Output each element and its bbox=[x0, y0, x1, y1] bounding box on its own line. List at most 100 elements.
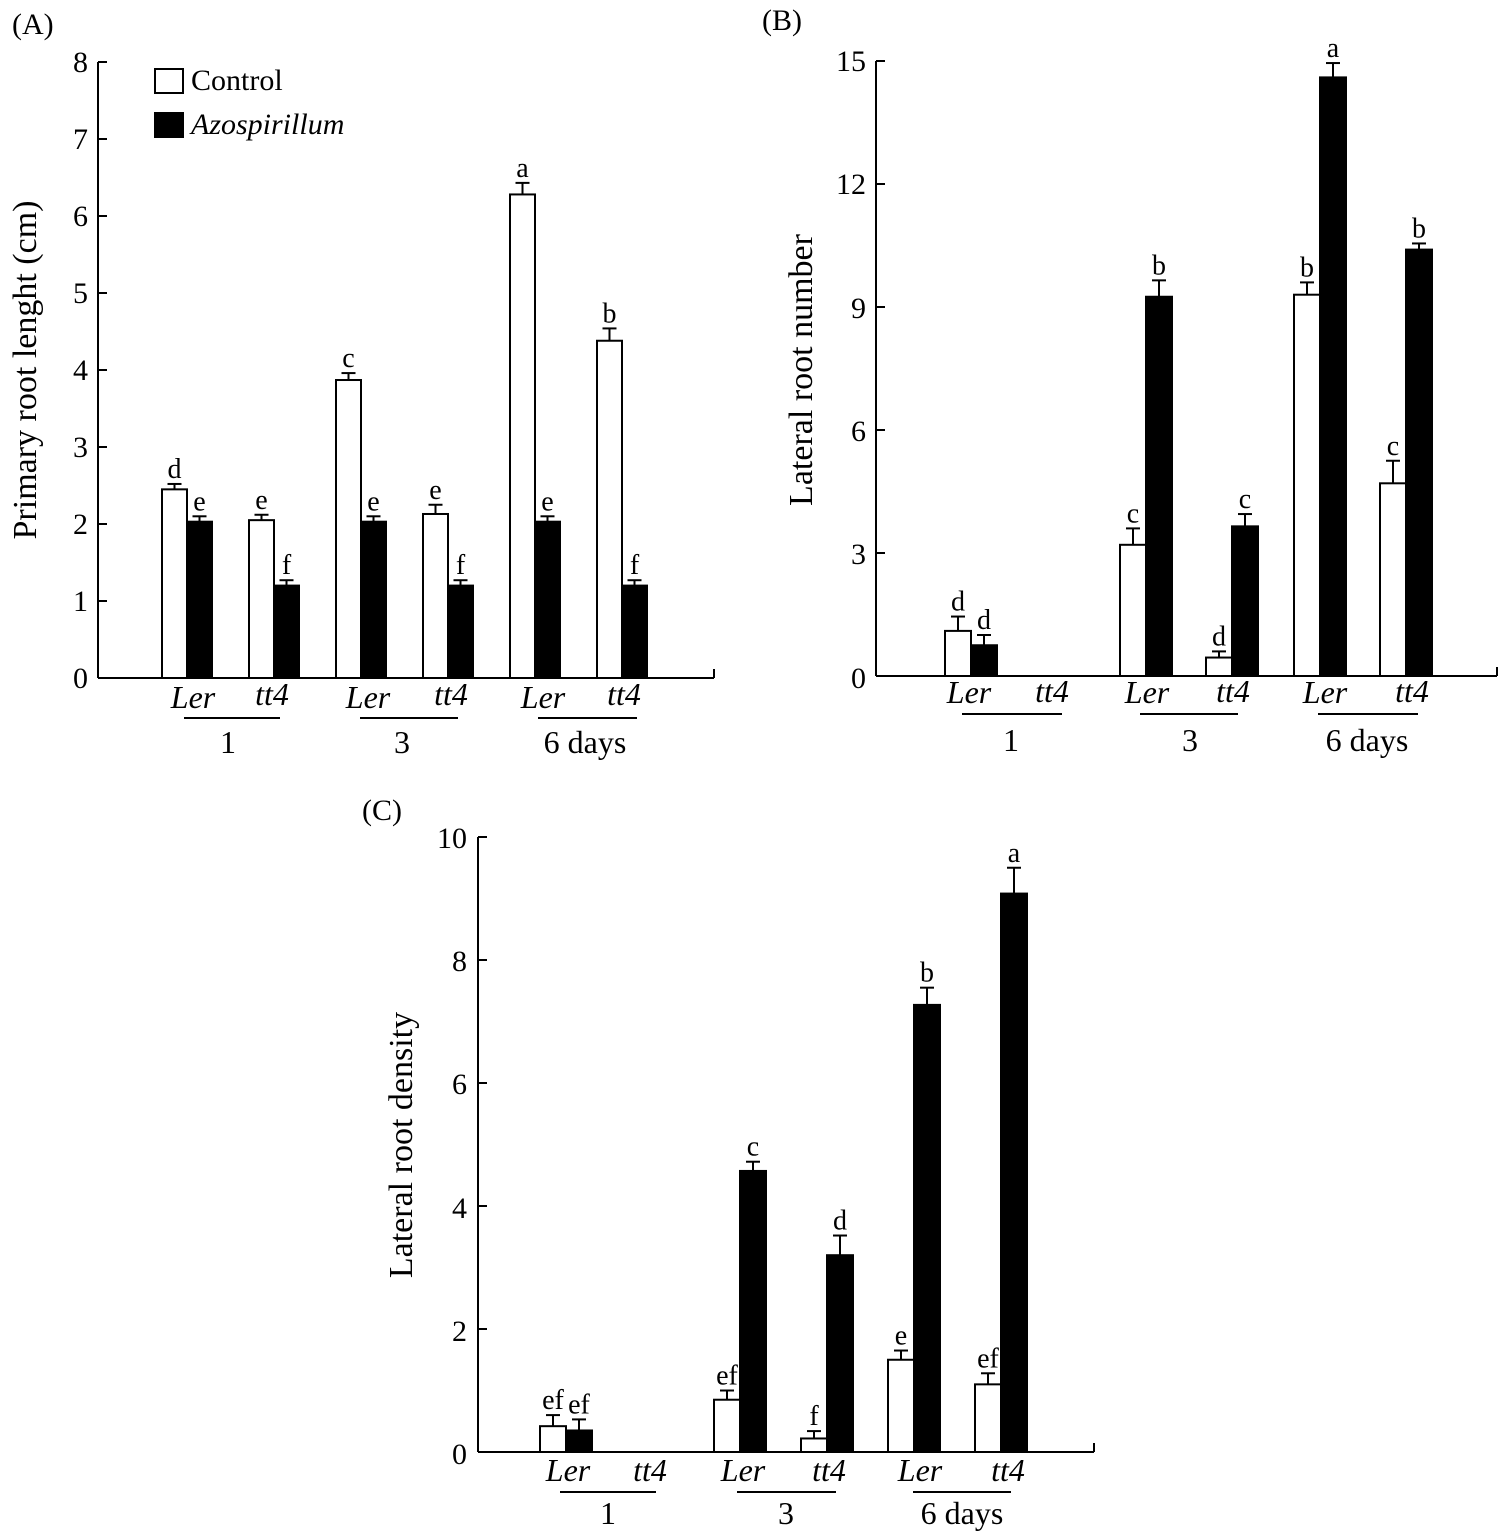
panel-b-y-tick-label: 6 bbox=[851, 415, 866, 448]
panel-c-genotype-label: Ler bbox=[545, 1452, 591, 1488]
panel-a: (A) Primary root lenght (cm) 0 1 2 3 4 5… bbox=[7, 8, 641, 760]
panel-b-significance-letter: d bbox=[977, 605, 991, 636]
panel-b-significance-letter: c bbox=[1239, 484, 1251, 515]
legend-control-swatch bbox=[154, 68, 184, 94]
panel-b-bar-azo bbox=[1145, 295, 1173, 677]
panel-b-bar-control bbox=[944, 629, 972, 678]
panel-b-genotype-label: tt4 bbox=[1216, 673, 1250, 709]
panel-c-significance-letter: d bbox=[833, 1206, 847, 1237]
legend-azo-label: Azospirillum bbox=[189, 108, 344, 141]
panel-b-bar-control bbox=[1379, 482, 1407, 677]
panel-a-y-tick-label: 2 bbox=[73, 508, 88, 541]
panel-a-significance-letter: e bbox=[255, 485, 267, 516]
panel-b-significance-letter: c bbox=[1127, 498, 1139, 529]
panel-b-x-labels: Ler tt4 Ler tt4 Ler tt4 1 3 6 days bbox=[946, 673, 1429, 758]
panel-a-significance-letter: e bbox=[429, 475, 441, 506]
panel-a-bar-control bbox=[248, 519, 275, 680]
panel-a-significance-letter: e bbox=[367, 486, 379, 517]
panel-a-significance-letter: f bbox=[456, 550, 466, 581]
panel-a-bar-azo bbox=[534, 520, 561, 679]
panel-a-day-label: 1 bbox=[220, 724, 236, 760]
panel-c-bar-control bbox=[887, 1358, 915, 1453]
panel-c-y-ticks: 0 2 4 6 8 10 bbox=[437, 822, 467, 1471]
panel-a-y-tick-label: 1 bbox=[73, 585, 88, 618]
panel-a-bar-azo bbox=[621, 584, 648, 679]
legend: Control Azospirillum bbox=[154, 64, 344, 141]
panel-a-significance-letter: d bbox=[168, 454, 182, 485]
panel-a-x-labels: Ler tt4 Ler tt4 Ler tt4 1 3 6 days bbox=[170, 676, 641, 760]
panel-a-bar-control bbox=[596, 339, 623, 679]
panel-b-bar-control bbox=[1205, 656, 1233, 677]
panel-a-bar-control bbox=[335, 379, 362, 679]
panel-c-x-labels: Ler tt4 Ler tt4 Ler tt4 1 3 6 days bbox=[545, 1452, 1025, 1531]
panel-b-label: (B) bbox=[762, 4, 802, 37]
panel-a-y-ticks: 0 1 2 3 4 5 6 7 8 bbox=[73, 46, 88, 695]
panel-c-bar-azo bbox=[913, 1003, 941, 1454]
panel-c-genotype-label: tt4 bbox=[991, 1452, 1025, 1488]
panel-a-bar-control bbox=[161, 488, 188, 679]
panel-b-genotype-label: tt4 bbox=[1395, 673, 1429, 709]
panel-c-genotype-label: tt4 bbox=[812, 1452, 846, 1488]
panel-c: (C) Lateral root density 0 2 4 6 8 10 Le… bbox=[362, 794, 1025, 1531]
panel-c-bar-azo bbox=[826, 1254, 854, 1453]
panel-c-significance-letter: a bbox=[1008, 838, 1021, 869]
panel-a-genotype-label: Ler bbox=[170, 679, 216, 715]
panel-c-y-tick-label: 2 bbox=[452, 1315, 467, 1348]
panel-b-bar-azo bbox=[970, 644, 998, 677]
panel-c-bar-azo bbox=[1000, 892, 1028, 1453]
panel-a-genotype-label: tt4 bbox=[255, 676, 289, 712]
panel-a-significance-letter: e bbox=[193, 486, 205, 517]
panel-c-significance-letter: c bbox=[747, 1132, 759, 1163]
panel-c-y-tick-label: 6 bbox=[452, 1068, 467, 1101]
panel-c-y-tick-label: 0 bbox=[452, 1438, 467, 1471]
panel-c-significance-letter: b bbox=[920, 958, 934, 989]
panel-b-genotype-label: Ler bbox=[1124, 674, 1170, 710]
panel-b-significance-letter: a bbox=[1327, 33, 1340, 64]
panel-a-day-label: 3 bbox=[394, 724, 410, 760]
panel-b-bar-control bbox=[1119, 543, 1147, 677]
panel-b-y-tick-label: 3 bbox=[851, 538, 866, 571]
panel-a-bar-azo bbox=[273, 584, 300, 679]
panel-c-label: (C) bbox=[362, 794, 402, 827]
panel-c-genotype-label: Ler bbox=[897, 1452, 943, 1488]
panel-c-significance-letter: f bbox=[809, 1401, 819, 1432]
panel-a-genotype-label: Ler bbox=[345, 679, 391, 715]
panel-c-day-label: 1 bbox=[600, 1495, 616, 1531]
panel-a-significance-letter: c bbox=[342, 343, 354, 374]
panel-c-significance-letter: ef bbox=[542, 1385, 564, 1416]
panel-b-day-label: 1 bbox=[1003, 722, 1019, 758]
panel-c-bar-azo bbox=[565, 1429, 593, 1453]
panel-b-significance-letter: c bbox=[1387, 431, 1399, 462]
panel-c-bar-control bbox=[974, 1383, 1002, 1453]
panel-c-y-tick-label: 8 bbox=[452, 945, 467, 978]
panel-a-bar-azo bbox=[186, 520, 213, 679]
panel-c-genotype-label: Ler bbox=[720, 1452, 766, 1488]
panel-c-bar-control bbox=[800, 1437, 828, 1453]
panel-a-significance-letter: a bbox=[516, 153, 529, 184]
panel-a-y-label: Primary root lenght (cm) bbox=[7, 201, 44, 540]
panel-c-significance-letter: ef bbox=[977, 1343, 999, 1374]
panel-a-y-tick-label: 0 bbox=[73, 662, 88, 695]
panel-c-genotype-label: tt4 bbox=[633, 1452, 667, 1488]
panel-b-genotype-label: Ler bbox=[1302, 674, 1348, 710]
panel-b-bar-azo bbox=[1405, 248, 1433, 677]
panel-a-y-tick-label: 3 bbox=[73, 431, 88, 464]
panel-b-bar-control bbox=[1293, 293, 1321, 677]
panel-b-significance-letter: b bbox=[1412, 213, 1426, 244]
panel-b-significance-letter: d bbox=[1212, 621, 1226, 652]
panel-a-y-tick-label: 8 bbox=[73, 46, 88, 79]
panel-a-bar-control bbox=[422, 512, 449, 679]
panel-b-significance-letter: d bbox=[951, 587, 965, 618]
panel-c-y-tick-label: 10 bbox=[437, 822, 467, 855]
panel-b-bar-azo bbox=[1231, 525, 1259, 677]
panel-a-y-tick-label: 7 bbox=[73, 123, 88, 156]
panel-b-y-tick-label: 9 bbox=[851, 292, 866, 325]
panel-c-bar-control bbox=[713, 1398, 741, 1453]
panel-c-day-label: 3 bbox=[778, 1495, 794, 1531]
panel-b-y-tick-label: 15 bbox=[836, 45, 866, 78]
panel-b-y-tick-label: 12 bbox=[836, 168, 866, 201]
panel-b-y-tick-label: 0 bbox=[851, 662, 866, 695]
